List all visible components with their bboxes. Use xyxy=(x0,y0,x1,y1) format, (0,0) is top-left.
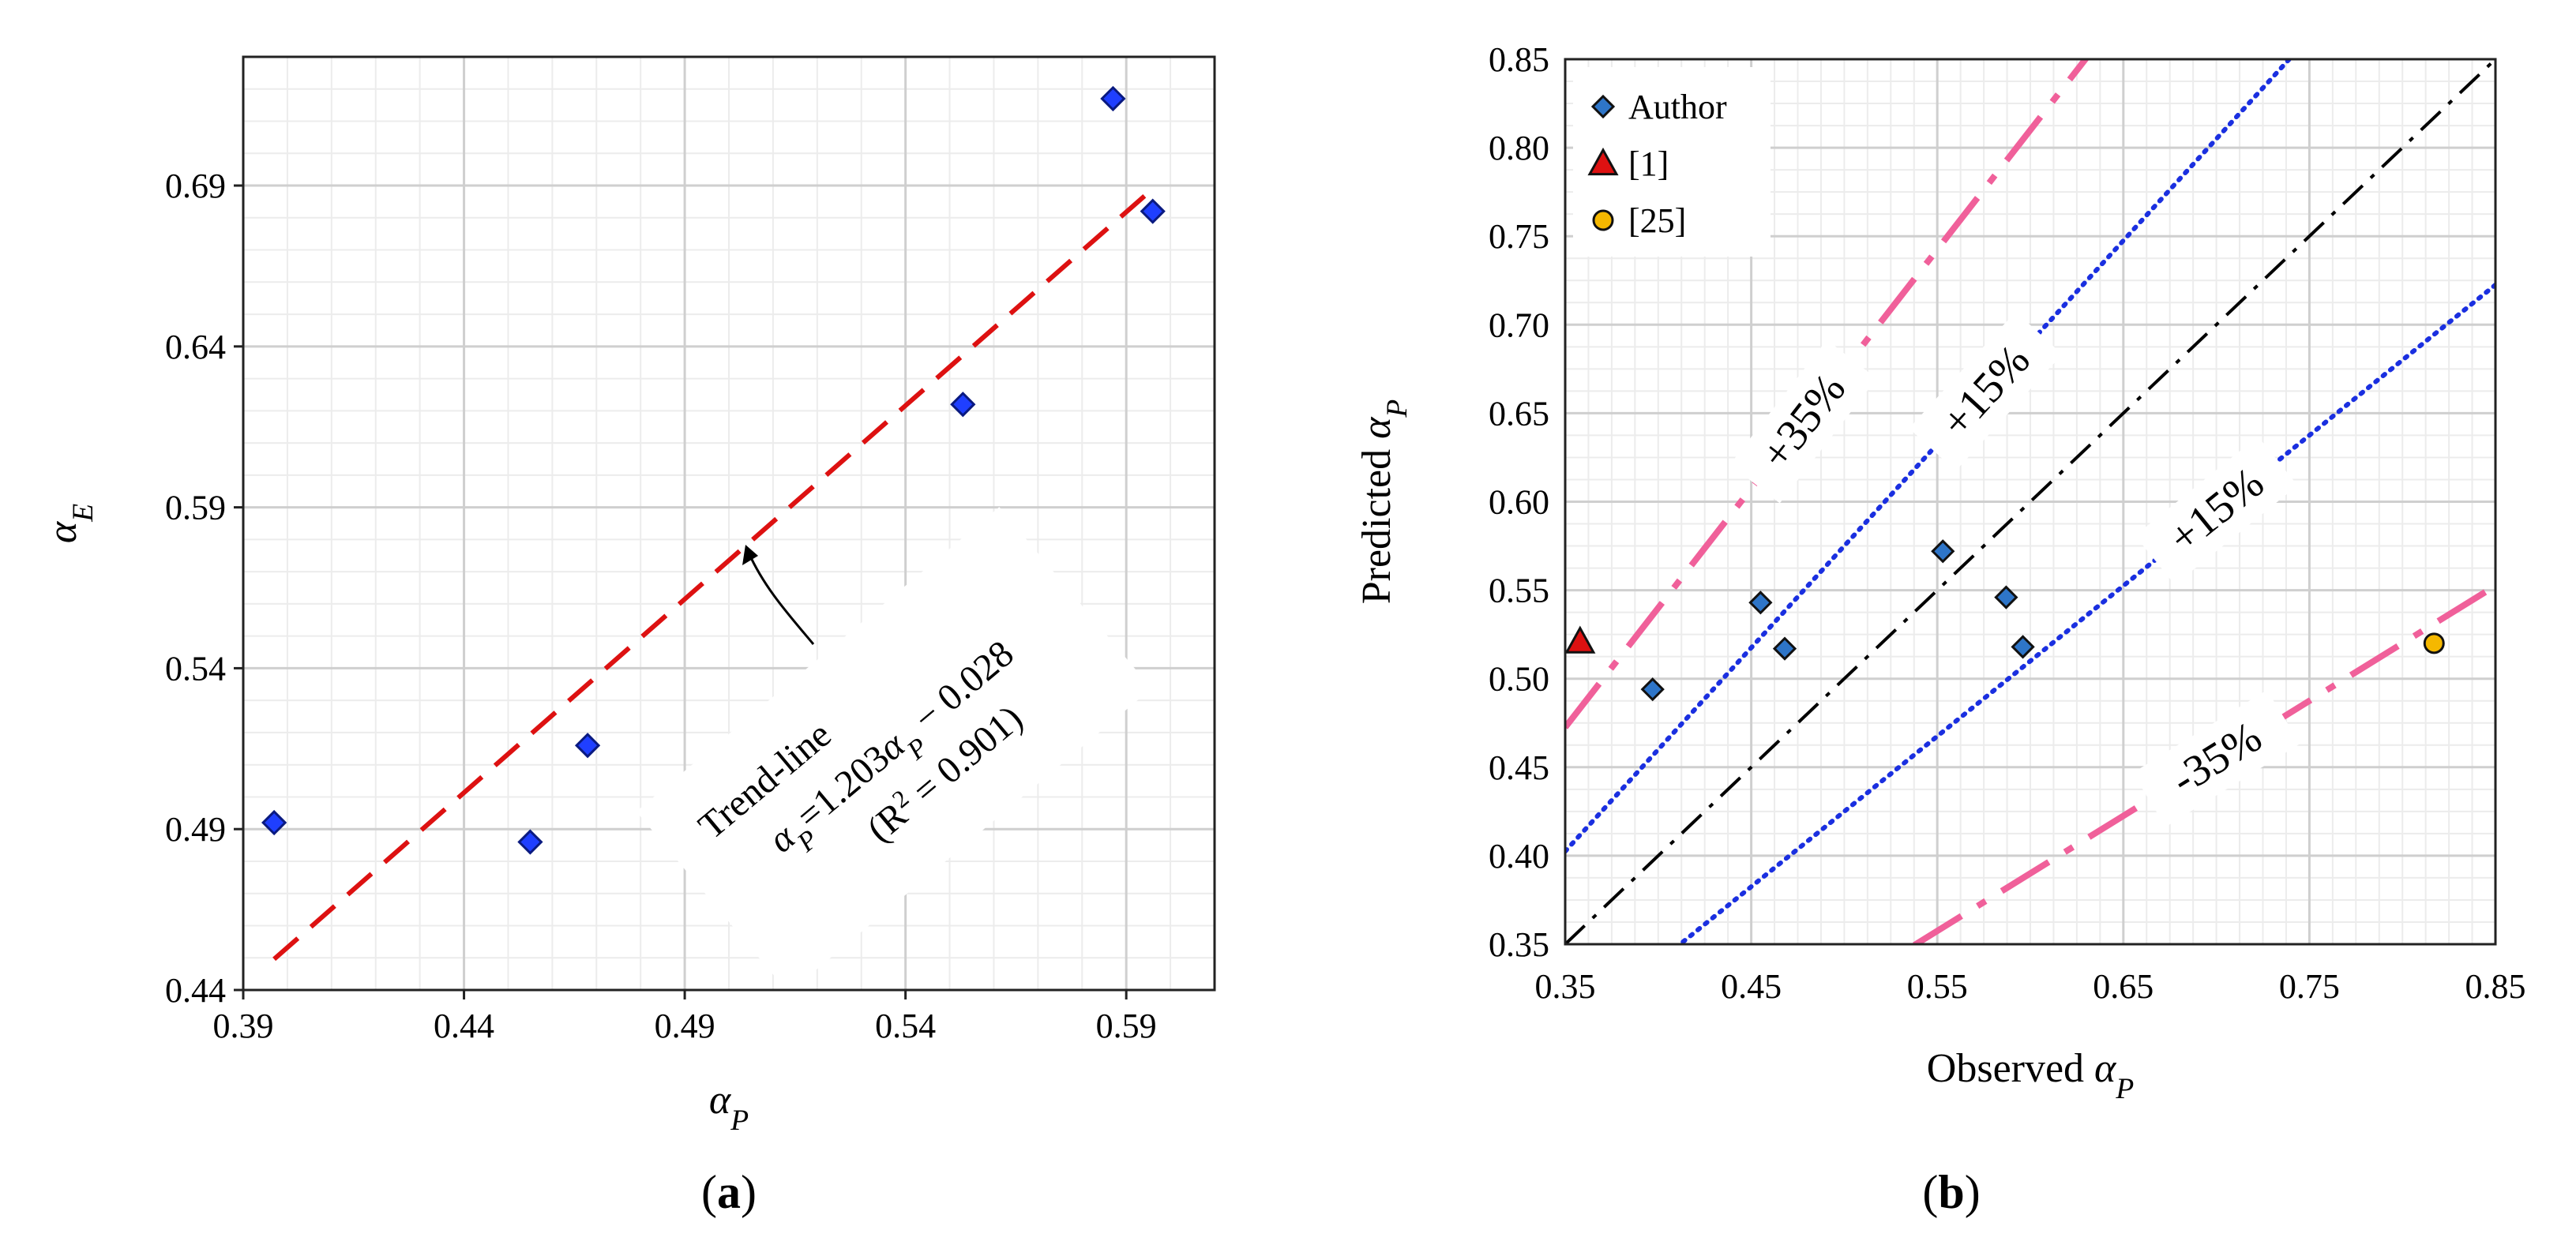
data-point xyxy=(1140,198,1166,224)
x-axis-title-b: Observed αP xyxy=(1927,1046,2134,1105)
x-tick-label: 0.65 xyxy=(2093,967,2154,1006)
y-tick-label: 0.35 xyxy=(1489,925,1549,964)
points-a xyxy=(261,85,1166,855)
y-tick-label: 0.50 xyxy=(1489,660,1549,699)
legend-marker-[25] xyxy=(1592,209,1614,231)
y-tick-label: 0.75 xyxy=(1489,217,1549,256)
y-axis-title-b: Predicted αP xyxy=(1354,399,1414,605)
y-tick-label: 0.60 xyxy=(1489,483,1549,522)
y-tick-label: 0.45 xyxy=(1489,748,1549,787)
x-tick-label: 0.55 xyxy=(1907,967,1968,1006)
y-tick-label: 0.70 xyxy=(1489,306,1549,344)
y-tick-label: 0.44 xyxy=(165,971,226,1010)
point-Author xyxy=(2011,635,2035,659)
legend-b: Author [1] [25] xyxy=(1573,67,1771,257)
data-point xyxy=(1100,85,1126,112)
x-tick-label: 0.35 xyxy=(1535,967,1596,1006)
x-ticks-a: 0.39 0.44 0.49 0.54 0.59 xyxy=(213,990,1157,1045)
legend-label-[1]: [1] xyxy=(1628,144,1669,183)
x-tick-label: 0.44 xyxy=(434,1007,494,1045)
y-tick-label: 0.40 xyxy=(1489,837,1549,876)
reference-line-lower-15 xyxy=(1676,282,2495,944)
x-tick-label: 0.59 xyxy=(1096,1007,1157,1045)
y-ticks-a: 0.44 0.49 0.54 0.59 0.64 0.69 xyxy=(165,167,243,1010)
y-tick-label: 0.80 xyxy=(1489,129,1549,167)
y-tick-label: 0.69 xyxy=(165,167,226,205)
line-label-background xyxy=(2135,436,2298,585)
y-tick-label: 0.85 xyxy=(1489,40,1549,79)
line-label-background xyxy=(1729,339,1877,504)
data-point xyxy=(574,733,601,759)
line-label-background xyxy=(2132,689,2300,827)
legend-marker-Author xyxy=(1590,94,1616,119)
point-[1] xyxy=(1564,625,1596,654)
y-tick-label: 0.59 xyxy=(165,489,226,527)
data-point xyxy=(517,829,543,855)
point-Author xyxy=(1748,591,1773,615)
panel-b: +15%+15%+35%-35% Author[1][25] 0.35 0.45 0… xyxy=(1354,40,2526,1218)
y-tick-label: 0.64 xyxy=(165,328,226,366)
point-[25] xyxy=(2423,632,2445,654)
reference-line-upper-35 xyxy=(1565,59,2090,729)
x-ticks-b: 0.35 0.45 0.55 0.65 0.75 0.85 xyxy=(1535,967,2526,1006)
point-Author xyxy=(1931,539,1955,564)
data-point xyxy=(261,809,287,836)
x-tick-label: 0.75 xyxy=(2279,967,2340,1006)
x-tick-label: 0.85 xyxy=(2465,967,2526,1006)
points-b xyxy=(1564,539,2445,702)
y-tick-label: 0.49 xyxy=(165,810,226,849)
y-tick-label: 0.65 xyxy=(1489,394,1549,433)
data-point xyxy=(950,392,976,418)
line-label-background xyxy=(1909,311,2063,471)
x-axis-title-a: αP xyxy=(709,1078,749,1137)
point-Author xyxy=(1994,585,2018,609)
reference-line-labels-b: +15%+15%+35%-35% xyxy=(1729,311,2300,827)
annotation-arrowhead xyxy=(742,545,758,565)
x-tick-label: 0.49 xyxy=(655,1007,715,1045)
plot-frame-b xyxy=(1564,58,2497,946)
legend-marker-[1] xyxy=(1587,147,1619,176)
point-Author xyxy=(1772,636,1797,661)
annotation-arrow xyxy=(747,552,815,645)
panel-label-b: (b) xyxy=(1922,1166,1980,1218)
legend-label-[25]: [25] xyxy=(1628,201,1686,240)
y-tick-label: 0.55 xyxy=(1489,572,1549,610)
panel-label-a: (a) xyxy=(701,1166,757,1218)
y-ticks-b: 0.35 0.40 0.45 0.50 0.55 0.60 0.65 0.70 0.75 0.80… xyxy=(1489,40,1549,964)
x-tick-label: 0.39 xyxy=(213,1007,274,1045)
point-Author xyxy=(1640,677,1665,702)
legend-label-Author: Author xyxy=(1628,88,1727,126)
annotation-background xyxy=(636,507,1152,993)
plot-frame-a xyxy=(242,55,1216,992)
x-tick-label: 0.45 xyxy=(1721,967,1782,1006)
y-axis-title-a: αE xyxy=(40,504,100,543)
y-tick-label: 0.54 xyxy=(165,649,226,688)
reference-line-lower-35 xyxy=(1909,583,2495,944)
x-tick-label: 0.54 xyxy=(875,1007,936,1045)
